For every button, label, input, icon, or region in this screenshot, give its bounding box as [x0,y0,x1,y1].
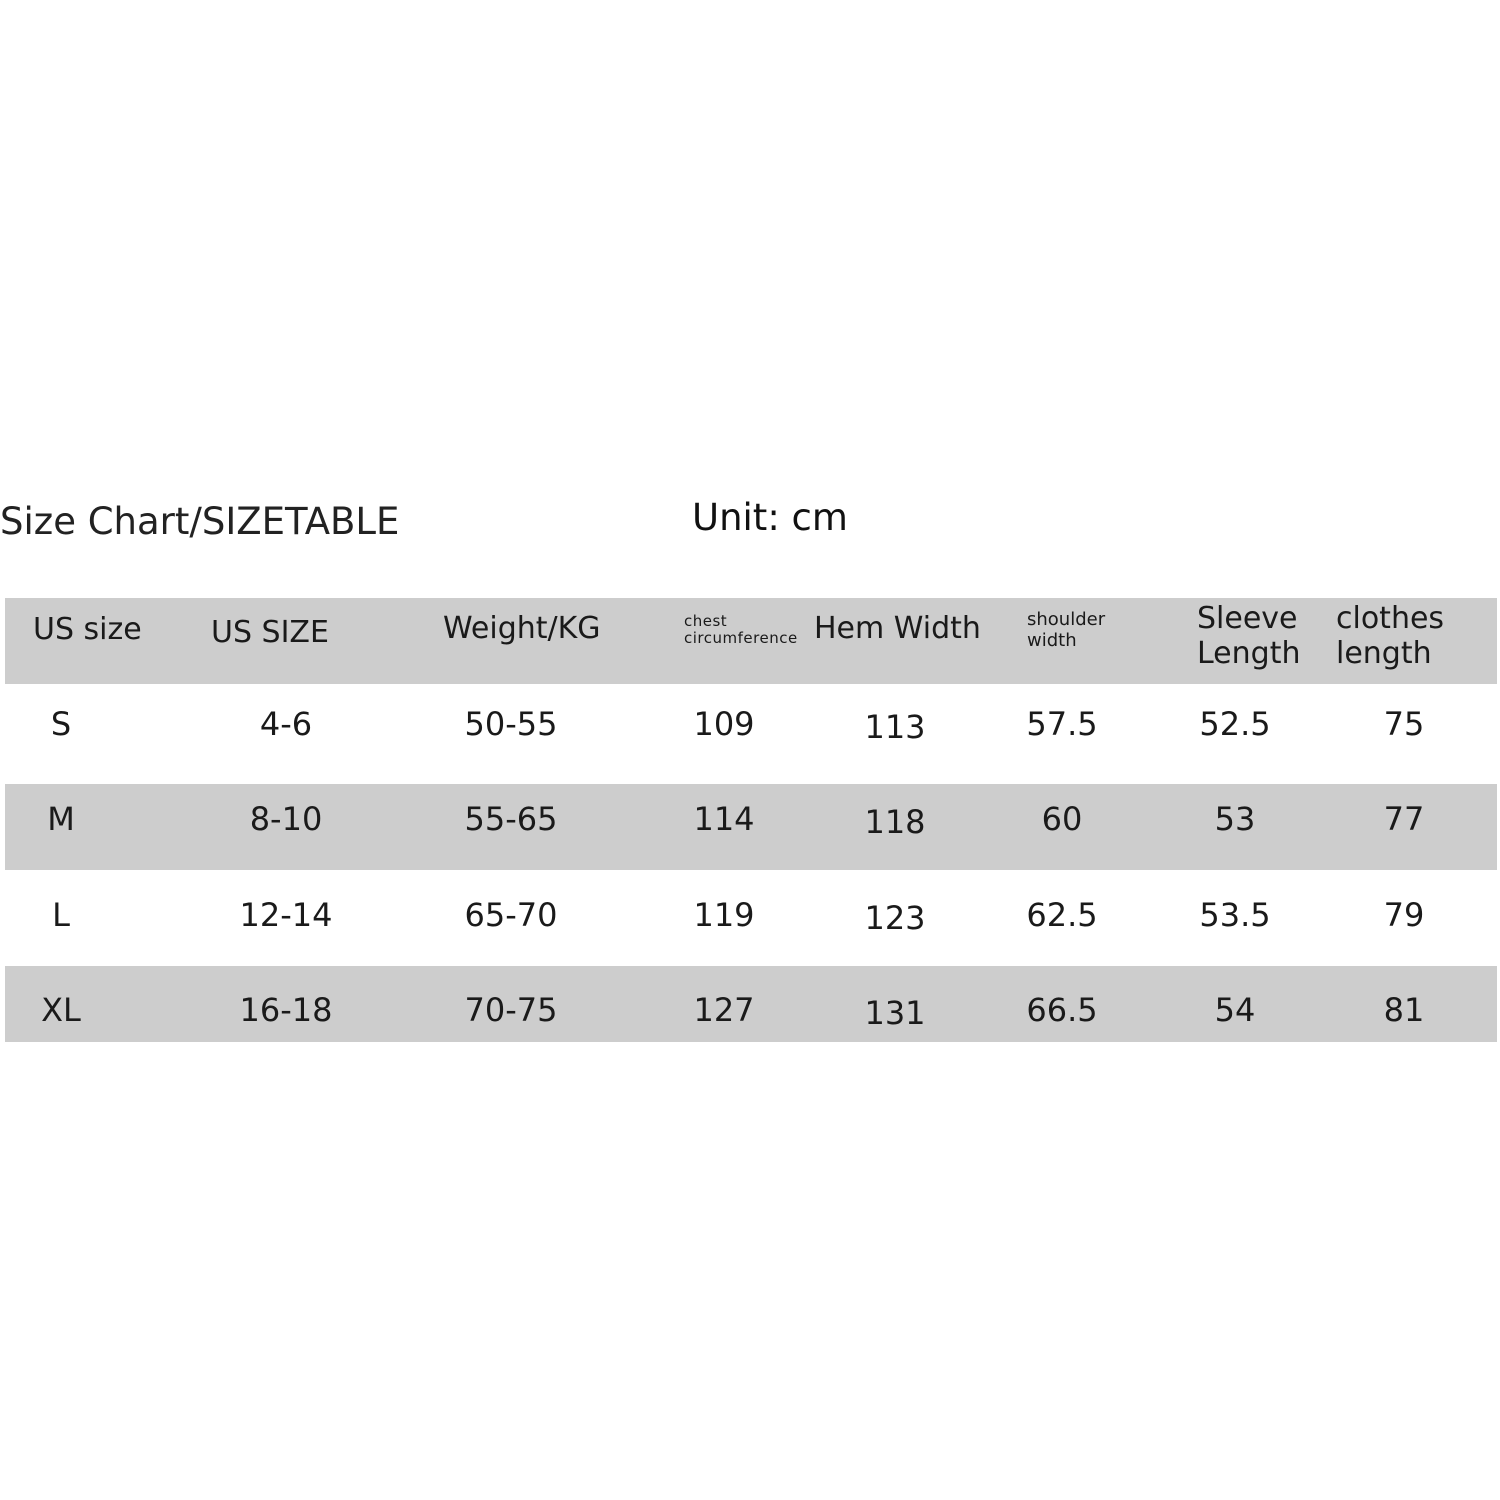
header-weight: Weight/KG [443,611,601,646]
cell-size: L [52,896,70,934]
header-chest-line2: circumference [684,629,798,647]
header-sleeve-length: Sleeve Length [1197,601,1300,671]
row-band-m [5,784,1497,870]
cell-weight: 50-55 [464,705,558,743]
cell-hem-width: 118 [864,803,926,841]
header-sleeve-line1: Sleeve [1197,601,1298,636]
cell-sleeve-length: 53.5 [1199,896,1271,934]
cell-chest: 114 [693,800,755,838]
cell-clothes-length: 75 [1383,705,1425,743]
cell-clothes-length: 79 [1383,896,1425,934]
header-length-line1: clothes [1336,601,1445,636]
cell-chest: 127 [693,991,755,1029]
size-chart-title: Size Chart/SIZETABLE [0,500,400,543]
cell-size: M [47,800,75,838]
cell-us-size: 12-14 [239,896,333,934]
cell-hem-width: 113 [864,708,926,746]
header-shoulder: shoulder width [1027,609,1105,651]
header-shoulder-line2: width [1027,630,1077,651]
cell-clothes-length: 77 [1383,800,1425,838]
cell-weight: 65-70 [464,896,558,934]
header-chest: chest circumference [684,613,798,647]
cell-shoulder-width: 62.5 [1026,896,1098,934]
cell-size: XL [41,991,81,1029]
cell-us-size: 8-10 [249,800,323,838]
cell-us-size: 16-18 [239,991,333,1029]
header-length-line2: length [1336,636,1432,671]
row-band-xl [5,966,1497,1042]
cell-sleeve-length: 54 [1214,991,1256,1029]
unit-label: Unit: cm [692,496,848,539]
header-shoulder-line1: shoulder [1027,609,1106,630]
cell-sleeve-length: 53 [1214,800,1256,838]
header-clothes-length: clothes length [1336,601,1444,671]
cell-hem-width: 131 [864,994,926,1032]
cell-shoulder-width: 57.5 [1026,705,1098,743]
cell-hem-width: 123 [864,899,926,937]
header-sleeve-line2: Length [1197,636,1301,671]
header-hem-width: Hem Width [814,611,981,646]
header-row [5,598,1497,684]
cell-chest: 119 [693,896,755,934]
cell-weight: 70-75 [464,991,558,1029]
cell-chest: 109 [693,705,755,743]
cell-us-size: 4-6 [259,705,313,743]
header-us-size-number: US SIZE [211,615,329,650]
cell-weight: 55-65 [464,800,558,838]
cell-sleeve-length: 52.5 [1199,705,1271,743]
cell-shoulder-width: 60 [1041,800,1083,838]
header-us-size: US size [33,612,142,647]
cell-clothes-length: 81 [1383,991,1425,1029]
cell-shoulder-width: 66.5 [1026,991,1098,1029]
cell-size: S [50,705,72,743]
header-chest-line1: chest [684,612,728,630]
